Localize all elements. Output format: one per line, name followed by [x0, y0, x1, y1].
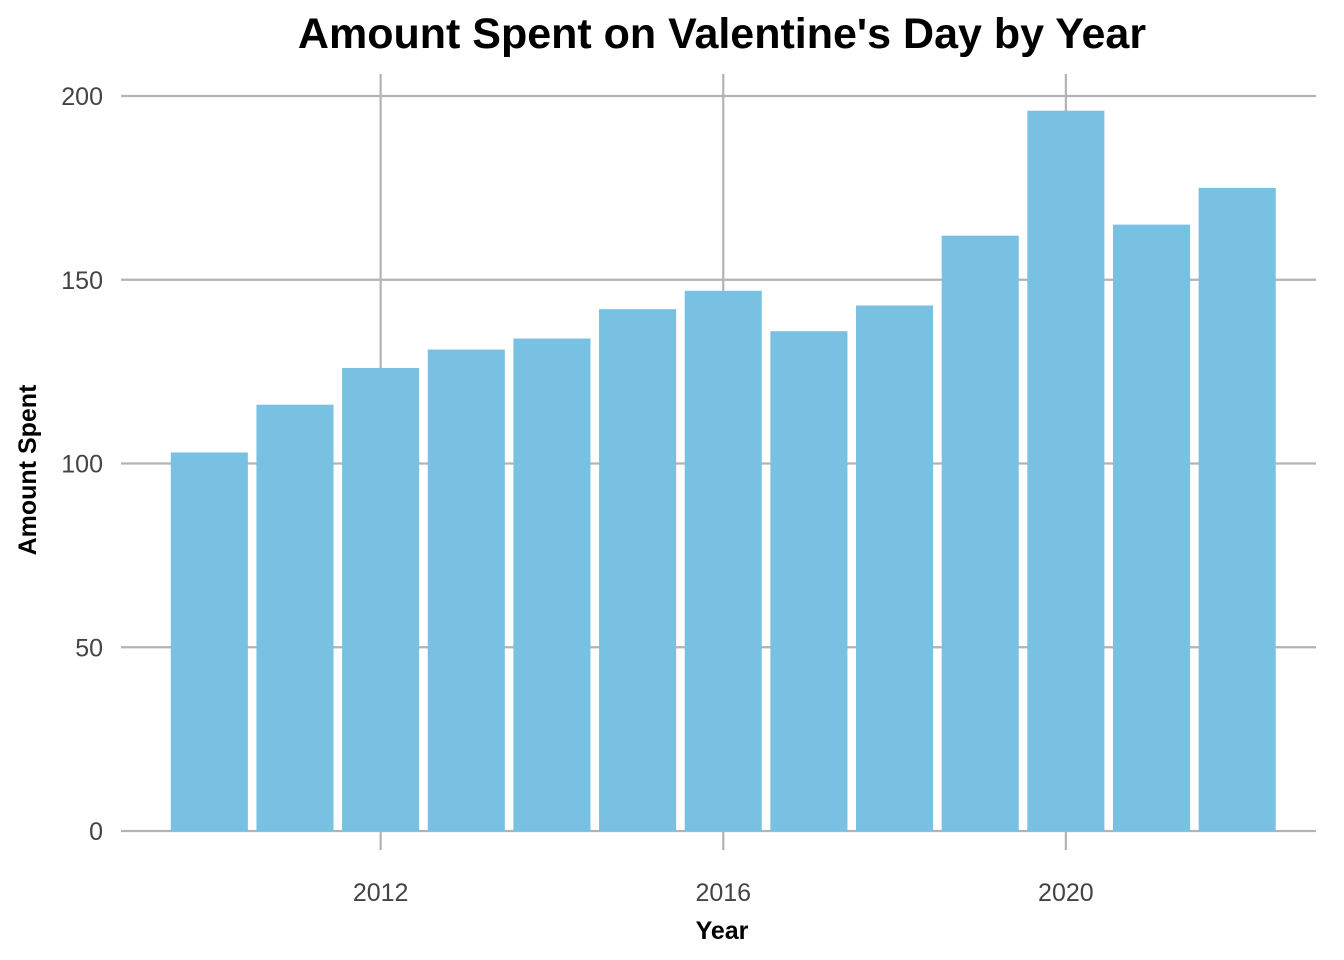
bar-2021: [1112, 224, 1191, 831]
bar-2017: [770, 331, 848, 831]
bar-2022: [1198, 187, 1276, 831]
bar-2010: [170, 452, 248, 831]
y-tick-label: 0: [89, 818, 103, 846]
bar-2020: [1027, 110, 1105, 831]
bar-2011: [256, 404, 334, 831]
y-axis-ticks: 0 50 100 150 200: [61, 83, 103, 846]
x-tick-label: 2016: [695, 879, 751, 907]
bar-2016: [684, 290, 762, 831]
x-tick-label: 2012: [353, 879, 409, 907]
bar-2015: [599, 309, 677, 831]
x-tick-label: 2020: [1038, 879, 1094, 907]
y-tick-label: 200: [61, 83, 103, 111]
chart-title: Amount Spent on Valentine's Day by Year: [298, 10, 1146, 58]
bar-2012: [342, 367, 420, 831]
x-axis-title: Year: [696, 917, 749, 945]
y-tick-label: 100: [61, 451, 103, 479]
y-tick-label: 50: [75, 634, 103, 662]
bar-2019: [941, 235, 1019, 831]
y-axis-title: Amount Spent: [14, 384, 42, 555]
bar-2014: [513, 338, 591, 831]
x-axis-ticks: 2012 2016 2020: [353, 879, 1094, 907]
y-tick-label: 150: [61, 267, 103, 295]
bars: [170, 110, 1276, 832]
bar-2018: [856, 305, 934, 832]
bar-2013: [427, 349, 505, 831]
